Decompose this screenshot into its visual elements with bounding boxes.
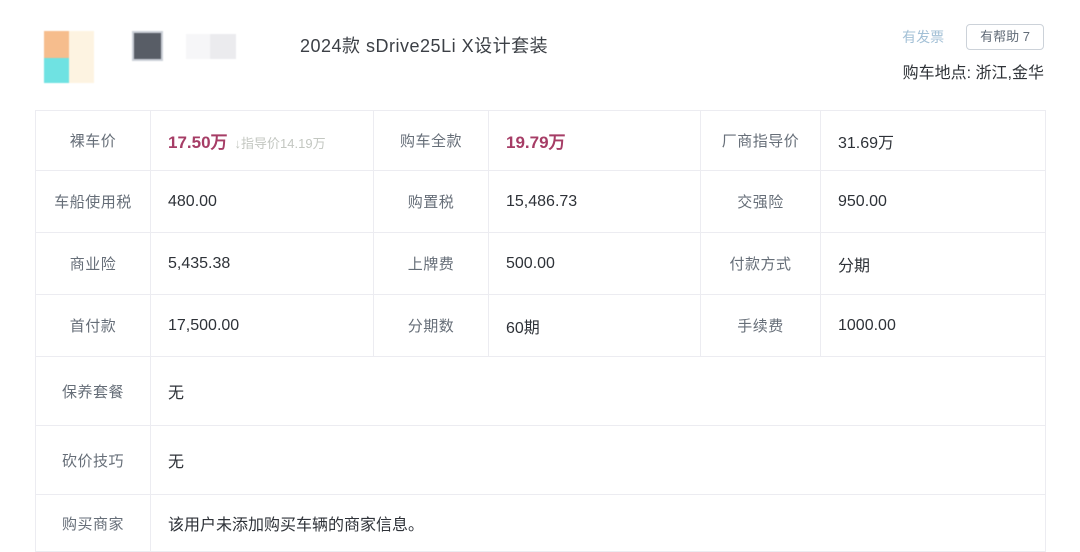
table-row: 裸车价 17.50万 ↓指导价14.19万 购车全款 19.79万 厂商指导价 3… bbox=[35, 110, 1046, 171]
helpful-button[interactable]: 有帮助 7 bbox=[966, 24, 1044, 50]
purchase-tax-cell: 15,486.73 bbox=[488, 170, 701, 233]
full-price-cell: 19.79万 bbox=[488, 110, 701, 171]
price-table: 裸车价 17.50万 ↓指导价14.19万 购车全款 19.79万 厂商指导价 3… bbox=[35, 110, 1046, 552]
row-label: 厂商指导价 bbox=[700, 110, 821, 171]
row-label: 保养套餐 bbox=[35, 356, 151, 426]
avatar bbox=[44, 31, 94, 83]
down-payment-cell: 17,500.00 bbox=[150, 294, 374, 357]
row-label: 购车全款 bbox=[373, 110, 489, 171]
row-label: 手续费 bbox=[700, 294, 821, 357]
row-label: 购买商家 bbox=[35, 494, 151, 552]
row-label: 商业险 bbox=[35, 232, 151, 295]
dealer-info-cell: 该用户未添加购买车辆的商家信息。 bbox=[150, 494, 1046, 552]
logo-square-light-2 bbox=[210, 34, 236, 59]
table-row: 保养套餐 无 bbox=[35, 356, 1046, 426]
row-label: 上牌费 bbox=[373, 232, 489, 295]
row-label: 交强险 bbox=[700, 170, 821, 233]
table-row: 首付款 17,500.00 分期数 60期 手续费 1000.00 bbox=[35, 294, 1046, 357]
installments-cell: 60期 bbox=[488, 294, 701, 357]
invoice-tag: 有发票 bbox=[902, 29, 945, 45]
msrp-diff-note: ↓指导价14.19万 bbox=[234, 136, 326, 151]
row-label: 付款方式 bbox=[700, 232, 821, 295]
page-title: 2024款 sDrive25Li X设计套装 bbox=[300, 36, 549, 56]
compulsory-insurance-cell: 950.00 bbox=[820, 170, 1046, 233]
payment-method-cell: 分期 bbox=[820, 232, 1046, 295]
header-right: 有发票 有帮助 7 购车地点: 浙江,金华 bbox=[902, 24, 1044, 83]
avatar-cyan-block bbox=[44, 58, 69, 83]
row-label: 裸车价 bbox=[35, 110, 151, 171]
row-label: 分期数 bbox=[373, 294, 489, 357]
msrp-cell: 31.69万 bbox=[820, 110, 1046, 171]
bare-price-cell: 17.50万 ↓指导价14.19万 bbox=[150, 110, 374, 171]
plate-fee-cell: 500.00 bbox=[488, 232, 701, 295]
row-label: 车船使用税 bbox=[35, 170, 151, 233]
logo-square-light-1 bbox=[186, 34, 210, 59]
row-label: 购置税 bbox=[373, 170, 489, 233]
bargain-tips-cell: 无 bbox=[150, 425, 1046, 495]
bare-price-value: 17.50万 bbox=[168, 133, 228, 152]
service-fee-cell: 1000.00 bbox=[820, 294, 1046, 357]
row-label: 砍价技巧 bbox=[35, 425, 151, 495]
table-row: 车船使用税 480.00 购置税 15,486.73 交强险 950.00 bbox=[35, 170, 1046, 233]
maintenance-package-cell: 无 bbox=[150, 356, 1046, 426]
avatar-orange-block bbox=[44, 31, 69, 58]
table-row: 购买商家 该用户未添加购买车辆的商家信息。 bbox=[35, 494, 1046, 552]
table-row: 商业险 5,435.38 上牌费 500.00 付款方式 分期 bbox=[35, 232, 1046, 295]
purchase-location: 购车地点: 浙江,金华 bbox=[902, 65, 1044, 82]
full-price-value: 19.79万 bbox=[506, 133, 566, 152]
commercial-insurance-cell: 5,435.38 bbox=[150, 232, 374, 295]
row-label: 首付款 bbox=[35, 294, 151, 357]
header: 2024款 sDrive25Li X设计套装 有发票 有帮助 7 购车地点: 浙… bbox=[0, 0, 1080, 110]
logo-square-dark bbox=[134, 33, 161, 59]
vehicle-tax-cell: 480.00 bbox=[150, 170, 374, 233]
table-row: 砍价技巧 无 bbox=[35, 425, 1046, 495]
